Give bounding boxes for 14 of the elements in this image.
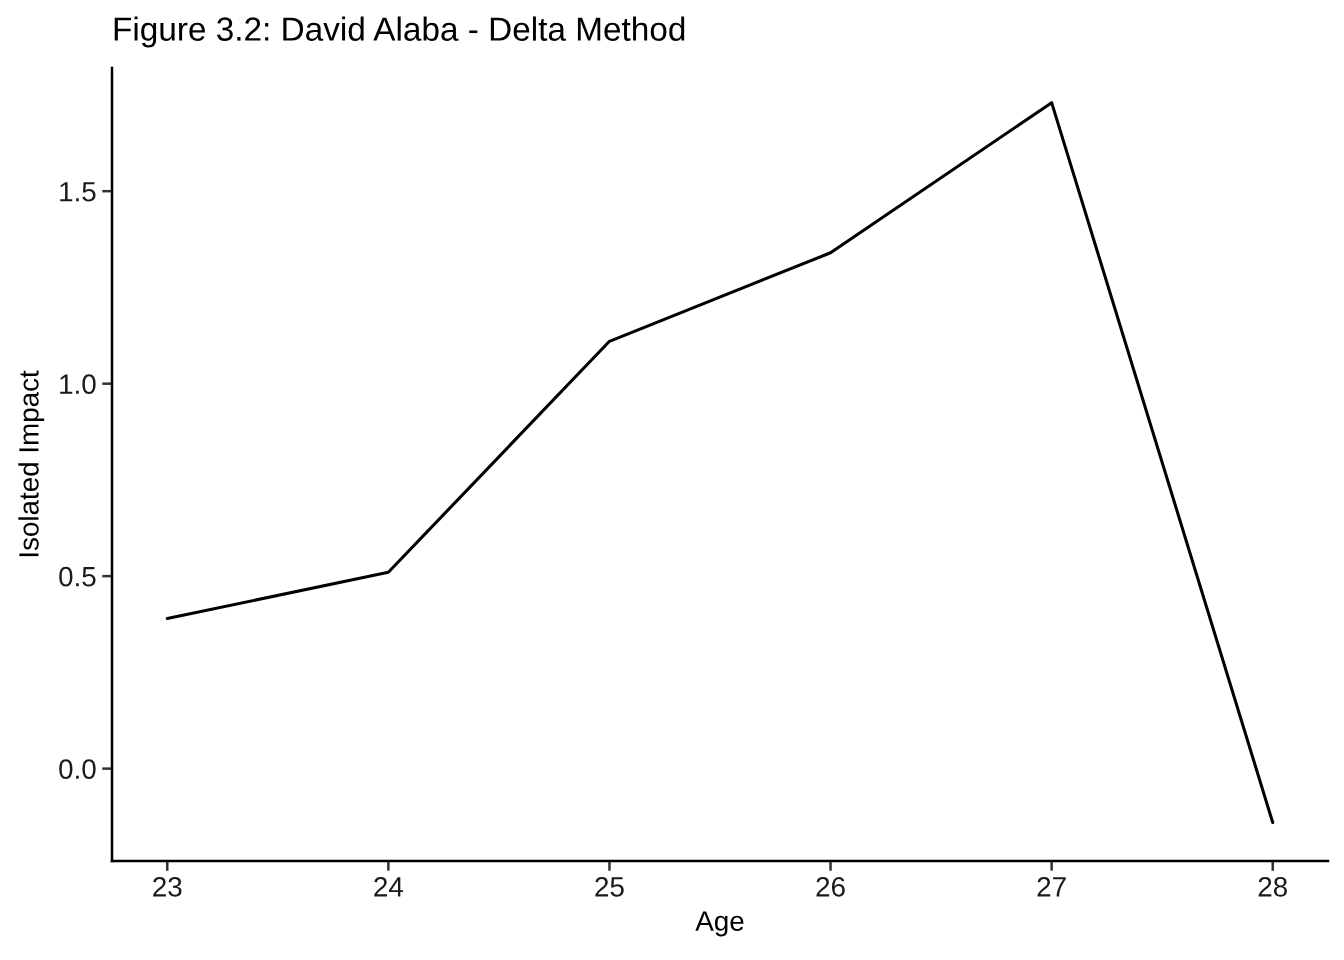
x-tick-label: 25: [595, 877, 624, 897]
y-tick-label: 0.0: [59, 759, 96, 779]
x-tick-label: 26: [816, 877, 845, 897]
x-tick-label: 27: [1037, 877, 1066, 897]
x-tick-label: 28: [1258, 877, 1287, 897]
y-axis-title: Isolated Impact: [18, 370, 45, 557]
y-tick-label: 1.5: [60, 182, 96, 202]
x-axis-title: Age: [695, 911, 744, 937]
line-series: [165, 101, 1275, 825]
chart-title: Figure 3.2: David Alaba - Delta Method: [114, 16, 685, 48]
y-tick-label: 1.0: [60, 374, 96, 394]
y-tick-label: 0.5: [59, 566, 96, 587]
x-tick-label: 23: [153, 877, 182, 897]
x-tick-label: 24: [374, 877, 403, 897]
